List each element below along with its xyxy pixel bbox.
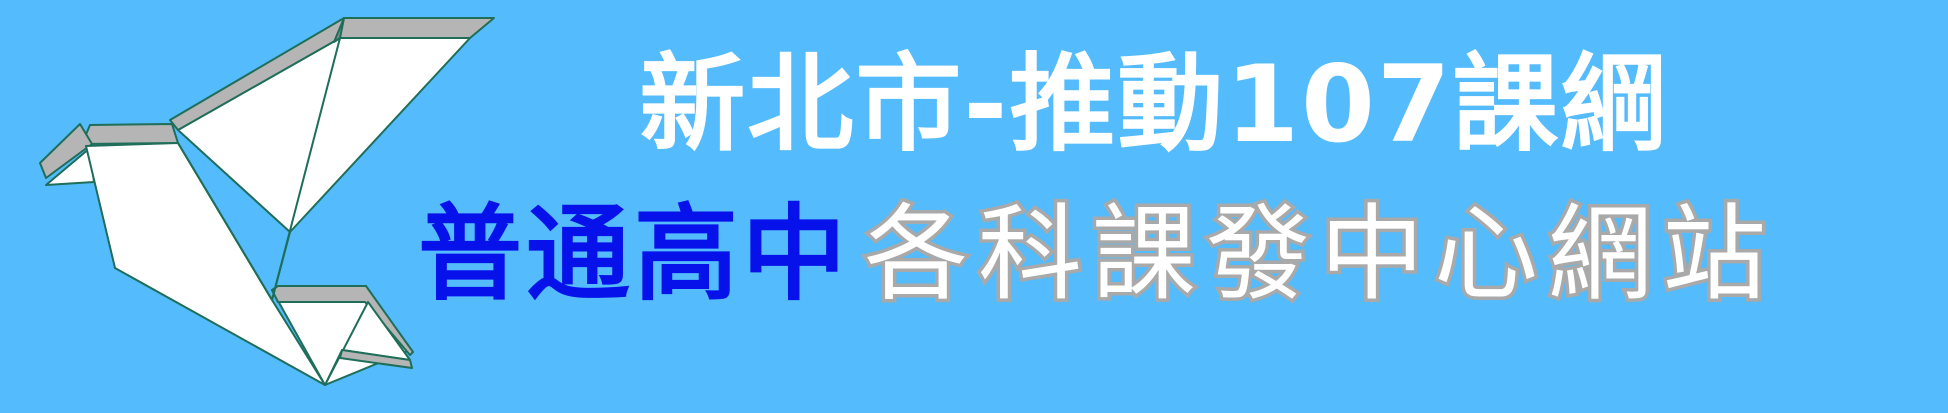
banner-title-line1: 新北市-推動107課綱 <box>639 43 1669 166</box>
title-highlight: 普通高中 <box>418 193 851 315</box>
origami-bird-icon <box>39 17 495 386</box>
banner-title-line2: 普通高中 各科課發中心網站 <box>418 199 1776 310</box>
title-outlined: 各科課發中心網站 <box>861 193 1777 315</box>
